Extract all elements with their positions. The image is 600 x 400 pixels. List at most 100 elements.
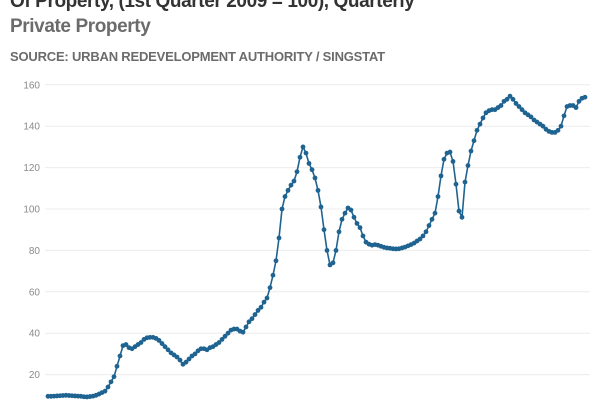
data-point[interactable] bbox=[528, 114, 534, 120]
data-point[interactable] bbox=[249, 316, 255, 322]
y-tick-label: 160 bbox=[23, 80, 40, 91]
data-point[interactable] bbox=[138, 340, 144, 345]
data-point[interactable] bbox=[519, 107, 525, 113]
data-point[interactable] bbox=[462, 179, 468, 185]
data-point[interactable] bbox=[312, 175, 318, 181]
data-point[interactable] bbox=[225, 330, 231, 336]
data-point[interactable] bbox=[162, 344, 168, 350]
data-point[interactable] bbox=[192, 351, 198, 357]
data-point[interactable] bbox=[267, 285, 273, 291]
data-point[interactable] bbox=[441, 156, 447, 162]
data-point[interactable] bbox=[561, 113, 567, 119]
data-point[interactable] bbox=[258, 304, 264, 310]
data-point[interactable] bbox=[504, 96, 510, 102]
data-point[interactable] bbox=[351, 214, 357, 220]
data-point[interactable] bbox=[252, 312, 258, 317]
data-point[interactable] bbox=[423, 229, 429, 235]
data-point[interactable] bbox=[339, 216, 345, 222]
data-point[interactable] bbox=[417, 236, 423, 242]
data-point[interactable] bbox=[420, 233, 426, 239]
data-point[interactable] bbox=[285, 187, 291, 193]
data-point[interactable] bbox=[102, 388, 108, 394]
data-point[interactable] bbox=[426, 223, 432, 228]
data-point[interactable] bbox=[333, 248, 339, 253]
data-point[interactable] bbox=[288, 182, 294, 188]
data-point[interactable] bbox=[453, 181, 459, 187]
data-point[interactable] bbox=[294, 169, 300, 175]
data-point[interactable] bbox=[468, 148, 474, 154]
y-tick-label: 120 bbox=[23, 163, 40, 174]
data-point[interactable] bbox=[582, 94, 588, 100]
data-point[interactable] bbox=[246, 319, 252, 325]
data-point[interactable] bbox=[342, 210, 348, 216]
data-point[interactable] bbox=[513, 101, 519, 106]
data-point[interactable] bbox=[117, 353, 123, 359]
data-point[interactable] bbox=[240, 329, 246, 335]
data-point[interactable] bbox=[348, 207, 354, 213]
data-point[interactable] bbox=[261, 299, 267, 305]
data-point[interactable] bbox=[303, 150, 309, 156]
data-point[interactable] bbox=[465, 163, 471, 168]
data-point[interactable] bbox=[447, 149, 453, 155]
data-point[interactable] bbox=[429, 216, 435, 222]
data-point[interactable] bbox=[555, 127, 561, 133]
data-point[interactable] bbox=[318, 204, 324, 210]
data-point[interactable] bbox=[216, 340, 222, 345]
data-point[interactable] bbox=[354, 221, 360, 226]
data-point[interactable] bbox=[357, 225, 363, 231]
data-point[interactable] bbox=[276, 235, 282, 241]
data-point[interactable] bbox=[309, 167, 315, 173]
data-point[interactable] bbox=[507, 93, 513, 99]
data-point[interactable] bbox=[186, 356, 192, 362]
data-point[interactable] bbox=[219, 337, 225, 342]
data-point[interactable] bbox=[243, 324, 249, 330]
data-point[interactable] bbox=[510, 96, 516, 102]
data-point[interactable] bbox=[165, 347, 171, 353]
data-point[interactable] bbox=[459, 214, 465, 220]
data-point[interactable] bbox=[156, 338, 162, 343]
data-point[interactable] bbox=[558, 123, 564, 129]
data-point[interactable] bbox=[330, 260, 336, 266]
data-point[interactable] bbox=[291, 178, 297, 184]
data-point[interactable] bbox=[498, 103, 504, 108]
data-point[interactable] bbox=[450, 158, 456, 164]
data-point[interactable] bbox=[471, 138, 477, 144]
data-point[interactable] bbox=[435, 194, 441, 199]
data-point[interactable] bbox=[321, 227, 327, 233]
data-point[interactable] bbox=[159, 341, 165, 346]
data-point[interactable] bbox=[324, 248, 330, 253]
data-point[interactable] bbox=[360, 233, 366, 239]
data-point[interactable] bbox=[336, 229, 342, 235]
data-point[interactable] bbox=[114, 363, 120, 369]
data-point[interactable] bbox=[279, 206, 285, 212]
data-point[interactable] bbox=[297, 154, 303, 160]
data-point[interactable] bbox=[516, 104, 522, 109]
data-point[interactable] bbox=[480, 115, 486, 121]
data-point[interactable] bbox=[222, 333, 228, 339]
y-tick-label: 20 bbox=[29, 370, 41, 381]
data-point[interactable] bbox=[474, 127, 480, 133]
data-point[interactable] bbox=[576, 98, 582, 104]
data-point[interactable] bbox=[264, 295, 270, 301]
data-point[interactable] bbox=[438, 173, 444, 179]
data-point[interactable] bbox=[111, 374, 117, 380]
data-point[interactable] bbox=[432, 210, 438, 216]
data-point[interactable] bbox=[108, 379, 114, 385]
data-point[interactable] bbox=[105, 384, 111, 390]
data-point[interactable] bbox=[183, 359, 189, 365]
data-point[interactable] bbox=[282, 194, 288, 199]
data-point[interactable] bbox=[573, 105, 579, 110]
data-point[interactable] bbox=[477, 121, 483, 127]
data-point[interactable] bbox=[123, 342, 129, 347]
data-point[interactable] bbox=[273, 258, 279, 264]
data-point[interactable] bbox=[315, 187, 321, 193]
data-point[interactable] bbox=[174, 354, 180, 360]
data-point[interactable] bbox=[540, 123, 546, 129]
series-line bbox=[48, 95, 586, 398]
data-point[interactable] bbox=[255, 308, 261, 313]
data-point[interactable] bbox=[306, 161, 312, 166]
data-point[interactable] bbox=[456, 208, 462, 214]
data-point[interactable] bbox=[270, 272, 276, 278]
data-point[interactable] bbox=[177, 357, 183, 363]
data-point[interactable] bbox=[300, 144, 306, 150]
